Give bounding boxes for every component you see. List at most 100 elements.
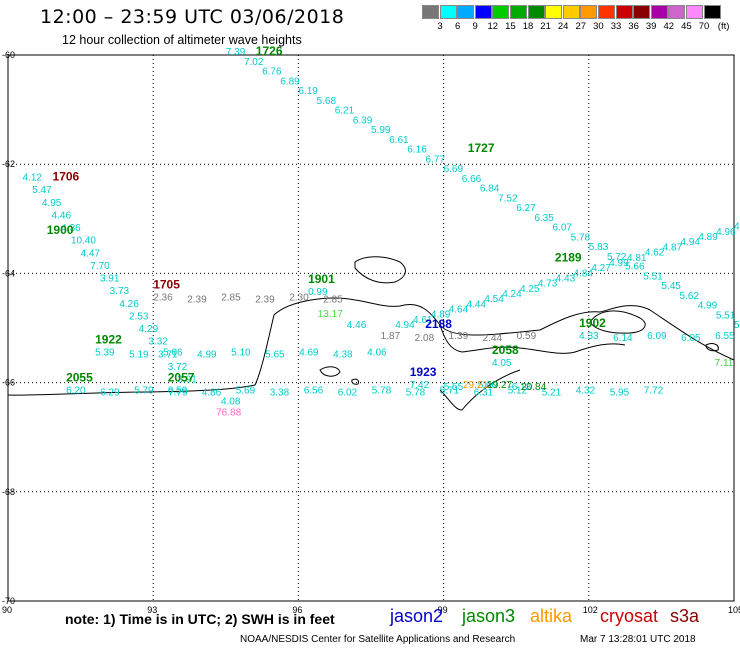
scale-label: 15 [505,21,516,32]
swh-value-label: 6.66 [462,174,482,185]
swh-value-label: 6.29 [100,388,120,399]
swh-value-label: 3.91 [177,375,197,386]
swh-value-label: 2.08 [415,333,435,344]
swh-value-label: 6.39 [353,115,373,126]
swh-value-label: 4.73 [538,279,558,290]
swh-value-label: 6.61 [389,135,409,146]
swh-value-label: 4.08 [221,396,241,407]
swh-value-label: 6.77 [425,154,445,165]
swh-value-label: 4.83 [734,222,740,233]
pass-time-label: 2188 [425,317,452,331]
swh-value-label: 4.32 [576,386,596,397]
swh-value-label: 4.61 [413,315,433,326]
swh-value-label: 2.39 [255,295,275,306]
swh-value-label: 4.94 [681,237,701,248]
swh-value-label: 4.94 [395,320,415,331]
swh-value-label: 5.51 [716,310,736,321]
swh-value-label: 3.38 [270,388,290,399]
pass-time-label: 1902 [579,316,606,330]
swh-value-label: 4.36 [61,223,81,234]
swh-value-label: 6.69 [444,164,464,175]
swh-value-label: 4.95 [42,198,62,209]
satellite-legend-cryosat: cryosat [600,606,659,626]
swh-value-label: 4.46 [52,210,72,221]
swh-value-label: 7.52 [498,193,518,204]
scale-label: 6 [454,21,461,32]
footer-note: note: 1) Time is in UTC; 2) SWH is in fe… [65,611,335,627]
swh-value-label: 2.44 [483,333,503,344]
pass-time-label: 2189 [555,250,582,264]
swh-value-label: 6.50 [168,386,188,397]
swh-value-label: 4.46 [347,320,367,331]
swh-value-label: 4.12 [23,173,43,184]
swh-value-label: 4.33 [579,331,599,342]
swh-value-label: 4.84 [574,268,594,279]
swh-value-label: 76.88 [216,407,241,418]
swh-value-label: 2.36 [153,293,173,304]
swh-value-label: 6.76 [262,67,282,78]
satellite-legend-s3a: s3a [670,606,700,626]
lat-tick-label: -68 [2,487,15,497]
swh-value-label: 5.72 [607,252,627,263]
map-frame [7,54,735,602]
swh-value-label: 4.99 [609,258,629,269]
swh-value-label: 3.32 [148,337,168,348]
swh-value-label: 5.10 [231,347,251,358]
swh-value-label: 7.42 [410,380,430,391]
swh-value-label: 5.78 [372,386,392,397]
swh-value-label: 1.39 [449,331,469,342]
swh-value-label: 5.62 [680,291,700,302]
pass-time-label: 2055 [66,371,93,385]
swh-value-label: 4.29 [139,324,159,335]
swh-value-label: 6.02 [338,388,358,399]
swh-value-label: 4.47 [81,248,101,259]
swh-value-label: 5.78 [571,232,591,243]
swh-value-label: 6.55 [715,331,735,342]
swh-value-label: 7.02 [244,57,264,68]
swh-value-label: 6.13 [512,382,532,393]
swh-value-label: 5.21 [542,388,562,399]
swh-value-label: 4.62 [645,248,665,259]
credit-line: NOAA/NESDIS Center for Satellite Applica… [240,634,516,645]
swh-value-label: 7.72 [644,386,664,397]
scale-label: 33 [610,21,622,32]
lon-tick-label: 96 [292,605,302,615]
scale-swatch [668,5,686,19]
pass-time-label: 1900 [47,223,74,237]
lon-tick-label: 93 [147,605,157,615]
swh-value-label: 2.39 [187,295,207,306]
swh-value-label: 5.71 [440,386,460,397]
swh-value-label: 6.84 [480,184,500,195]
swh-value-label: 4.99 [698,301,718,312]
swh-value-label: 6.27 [516,203,536,214]
swh-value-label: 6.16 [407,145,427,156]
swh-value-label: 5.51 [643,271,663,282]
swh-value-label: 4.24 [502,289,522,300]
swh-value-label: 5.47 [32,185,52,196]
satellite-pass-labels: 7.397.026.766.896.195.686.216.395.996.61… [23,44,740,418]
satellite-legend-altika: altika [530,606,573,626]
scale-swatch [562,5,580,19]
lat-tick-label: -62 [2,159,15,169]
lat-tick-label: -64 [2,268,15,278]
scale-swatch [474,5,492,19]
scale-swatch [598,5,615,19]
swh-value-label: 4.38 [333,349,353,360]
scale-label: 9 [472,21,478,32]
scale-swatch [580,5,598,19]
swh-value-label: 4.27 [591,263,611,274]
lat-tick-label: -60 [2,50,15,60]
scale-label: 3 [437,21,443,32]
swh-value-label: 4.06 [367,347,387,358]
satellite-legend-jason2: jason2 [390,606,444,626]
swh-value-label: 2.85 [221,293,241,304]
scale-label: 30 [593,21,604,32]
lat-tick-label: -70 [2,596,15,606]
swh-value-label: 5.12 [508,386,528,397]
swh-value-label: 5.99 [371,125,391,136]
swh-value-label: 4.69 [299,347,319,358]
scale-label: 42 [663,21,675,32]
swh-value-label: 5.48 [734,320,740,331]
scale-label: 18 [522,21,534,32]
